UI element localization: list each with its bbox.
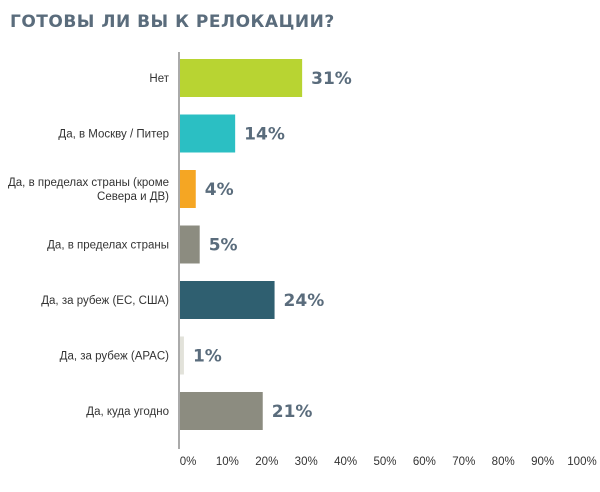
value-label: 4% bbox=[205, 180, 234, 200]
value-label: 21% bbox=[272, 402, 313, 422]
x-tick-label: 40% bbox=[334, 456, 357, 468]
value-label: 1% bbox=[193, 347, 222, 367]
x-tick-label: 0% bbox=[180, 456, 197, 468]
category-label: Да, в пределах страны (кроме Севера и ДВ) bbox=[8, 177, 169, 203]
bar bbox=[180, 392, 263, 430]
x-tick-label: 90% bbox=[531, 456, 554, 468]
bar bbox=[180, 336, 184, 375]
x-tick-label: 80% bbox=[492, 456, 515, 468]
x-tick-label: 70% bbox=[452, 456, 475, 468]
bar bbox=[180, 59, 303, 97]
value-label: 5% bbox=[209, 236, 238, 256]
x-tick-label: 100% bbox=[567, 456, 596, 468]
category-label: Нет bbox=[149, 73, 169, 85]
x-tick-label: 10% bbox=[216, 456, 239, 468]
value-label: 31% bbox=[311, 69, 352, 89]
category-label-line: Да, за рубеж (APAC) bbox=[60, 351, 169, 363]
bar bbox=[180, 225, 200, 264]
category-label-line: Да, в Москву / Питер bbox=[58, 129, 169, 141]
bars-group bbox=[180, 59, 303, 430]
category-label-line: Да, в пределах страны (кроме bbox=[8, 177, 169, 189]
category-label: Да, за рубеж (APAC) bbox=[60, 351, 169, 363]
value-label: 24% bbox=[284, 291, 325, 311]
bar bbox=[180, 170, 196, 208]
category-label-line: Севера и ДВ) bbox=[97, 191, 169, 203]
category-label-line: Да, в пределах страны bbox=[47, 240, 169, 252]
category-labels: Нет Да, в Москву / Питер Да, в пределах ст… bbox=[8, 73, 170, 418]
x-tick-label: 50% bbox=[373, 456, 396, 468]
value-labels: 31% 14% 4% 5% 24% 1% 21% bbox=[193, 69, 352, 422]
x-tick-label: 20% bbox=[255, 456, 278, 468]
category-label: Да, в Москву / Питер bbox=[58, 129, 169, 141]
bar bbox=[180, 281, 275, 319]
x-axis-ticks: 0% 10% 20% 30% 40% 50% 60% 70% 80% 90% 100% bbox=[180, 456, 597, 468]
chart-title: ГОТОВЫ ЛИ ВЫ К РЕЛОКАЦИИ? bbox=[10, 12, 335, 32]
category-label: Да, за рубеж (ЕС, США) bbox=[41, 295, 169, 307]
category-label: Да, в пределах страны bbox=[47, 240, 169, 252]
category-label: Да, куда угодно bbox=[86, 406, 169, 418]
category-label-line: Нет bbox=[149, 73, 169, 85]
category-label-line: Да, за рубеж (ЕС, США) bbox=[41, 295, 169, 307]
bar bbox=[180, 114, 236, 153]
x-tick-label: 30% bbox=[295, 456, 318, 468]
x-tick-label: 60% bbox=[413, 456, 436, 468]
category-label-line: Да, куда угодно bbox=[86, 406, 169, 418]
value-label: 14% bbox=[244, 125, 285, 145]
